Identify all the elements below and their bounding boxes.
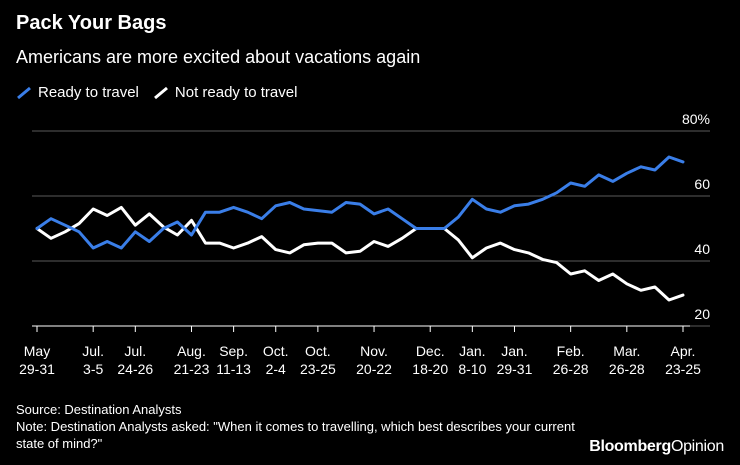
x-tick-label-month: Jan. bbox=[459, 343, 485, 359]
x-tick-label-month: Jul. bbox=[124, 343, 146, 359]
x-tick-label-days: 26-28 bbox=[553, 361, 589, 377]
series-line-not-ready-to-travel bbox=[35, 205, 685, 302]
x-tick-label-days: 29-31 bbox=[497, 361, 533, 377]
x-tick-label-month: Dec. bbox=[416, 343, 445, 359]
legend-swatch-line-not-ready bbox=[153, 86, 168, 99]
y-axis-ticks: 80% 60 40 20 bbox=[682, 111, 710, 322]
legend-swatch-not-ready bbox=[153, 86, 168, 99]
x-tick-label-month: Oct. bbox=[305, 343, 331, 359]
survey-note: Note: Destination Analysts asked: "When … bbox=[16, 419, 575, 451]
x-tick-label-month: Apr. bbox=[671, 343, 696, 359]
x-tick-label-month: Sep. bbox=[219, 343, 248, 359]
legend-swatch-line-ready bbox=[17, 86, 31, 99]
x-tick-label-month: Oct. bbox=[263, 343, 289, 359]
bloomberg-opinion-logo: BloombergOpinion bbox=[589, 438, 724, 456]
chart-subtitle: Americans are more excited about vacatio… bbox=[16, 47, 421, 67]
x-tick-label-days: 18-20 bbox=[412, 361, 448, 377]
x-tick-label-month: Aug. bbox=[177, 343, 206, 359]
x-tick-label-month: Jul. bbox=[82, 343, 104, 359]
series-line-ready-to-travel bbox=[35, 155, 685, 250]
x-tick-label-days: 24-26 bbox=[117, 361, 153, 377]
x-tick-label-days: 11-13 bbox=[216, 361, 251, 377]
legend: Ready to travel Not ready to travel bbox=[16, 84, 311, 101]
x-axis: May 29-31 Jul. 3-5 Jul. 24-26 Aug. 21-23 Sep. 11-… bbox=[19, 325, 701, 377]
x-tick-label-days: 2-4 bbox=[266, 361, 286, 377]
legend-label-ready: Ready to travel bbox=[38, 84, 139, 101]
x-tick-label-days: 20-22 bbox=[356, 361, 392, 377]
series-lines bbox=[35, 155, 685, 302]
y-tick-label: 20 bbox=[694, 306, 710, 322]
x-tick-label-days: 21-23 bbox=[174, 361, 210, 377]
x-tick-label-days: 26-28 bbox=[609, 361, 645, 377]
x-tick-label-days: 23-25 bbox=[300, 361, 336, 377]
legend-item-not-ready: Not ready to travel bbox=[153, 84, 298, 101]
legend-label-not-ready: Not ready to travel bbox=[174, 84, 298, 101]
brand-main: Bloomberg bbox=[589, 438, 671, 455]
x-tick-label-month: Mar. bbox=[613, 343, 640, 359]
brand-secondary: Opinion bbox=[670, 438, 724, 455]
y-tick-label: 40 bbox=[694, 241, 710, 257]
x-tick-label-days: 23-25 bbox=[665, 361, 701, 377]
x-tick-label-month: Feb. bbox=[557, 343, 585, 359]
legend-swatch-ready bbox=[17, 86, 31, 99]
y-tick-label: 60 bbox=[694, 176, 710, 192]
x-tick-label-days: 3-5 bbox=[83, 361, 103, 377]
y-tick-label: 80% bbox=[682, 111, 710, 127]
x-tick-label-month: Jan. bbox=[501, 343, 527, 359]
chart-title: Pack Your Bags bbox=[16, 12, 167, 34]
x-tick-label-month: Nov. bbox=[360, 343, 388, 359]
source-note: Source: Destination Analysts bbox=[16, 402, 182, 417]
x-tick-label-days: 29-31 bbox=[19, 361, 55, 377]
grid-lines bbox=[32, 130, 710, 327]
line-chart: 80% 60 40 20 May 29-31 Jul. 3-5 Jul. 24-26 Aug. 21… bbox=[19, 111, 710, 377]
legend-item-ready: Ready to travel bbox=[16, 84, 139, 101]
x-tick-label-month: May bbox=[24, 343, 50, 359]
x-tick-label-days: 8-10 bbox=[458, 361, 486, 377]
